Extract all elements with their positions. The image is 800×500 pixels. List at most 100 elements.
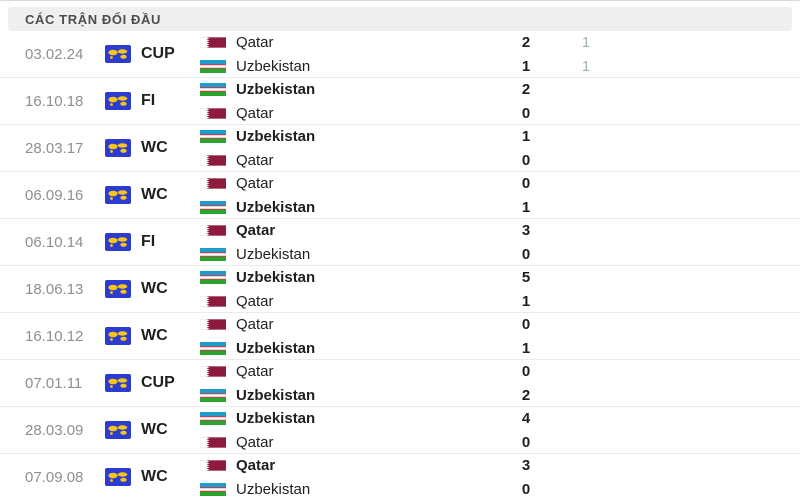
team-name: Uzbekistan	[236, 480, 311, 498]
team-name: Qatar	[236, 33, 274, 51]
match-row[interactable]: 07.01.11 CUP	[0, 360, 800, 407]
match-row[interactable]: 18.06.13 WC	[0, 266, 800, 313]
match-lines: Qatar 0	[200, 172, 800, 219]
team-line: Qatar 0	[200, 149, 800, 172]
team-line: Uzbekistan 2	[200, 384, 800, 407]
match-row[interactable]: 16.10.12 WC	[0, 313, 800, 360]
team-score: 0	[521, 433, 531, 451]
world-map-icon	[105, 468, 131, 486]
team-score: 2	[521, 80, 531, 98]
team-name: Uzbekistan	[236, 386, 316, 404]
world-map-icon	[105, 327, 131, 345]
match-row[interactable]: 07.09.08 WC	[0, 454, 800, 500]
team-flag-icon	[200, 295, 226, 308]
team-line: Qatar 0	[200, 360, 800, 383]
team-flag-icon	[200, 388, 226, 402]
competition-cell: WC	[105, 139, 200, 157]
match-row[interactable]: 28.03.09 WC	[0, 407, 800, 454]
team-flag-icon	[200, 224, 226, 237]
top-divider	[0, 0, 800, 1]
world-map-icon	[105, 139, 131, 157]
team-score: 0	[521, 104, 531, 122]
team-score: 0	[521, 480, 531, 498]
competition-cell: WC	[105, 327, 200, 345]
shootout-score: 1	[581, 33, 591, 51]
world-map-icon	[105, 374, 131, 392]
competition-label: CUP	[141, 45, 175, 62]
team-name: Qatar	[236, 456, 276, 474]
team-name: Uzbekistan	[236, 80, 316, 98]
team-line: Qatar 3	[200, 219, 800, 242]
team-score: 2	[521, 33, 531, 51]
team-flag-icon	[200, 107, 226, 120]
team-flag-icon	[200, 318, 226, 331]
team-line: Qatar 0	[200, 102, 800, 125]
team-score: 1	[521, 127, 531, 145]
competition-cell: WC	[105, 421, 200, 439]
match-row[interactable]: 06.10.14 FI	[0, 219, 800, 266]
competition-label: FI	[141, 92, 156, 109]
match-list: 03.02.24 CUP	[0, 31, 800, 500]
world-map-icon	[105, 233, 131, 251]
team-flag-icon	[200, 36, 226, 49]
head-to-head-widget: CÁC TRẬN ĐỐI ĐẦU 03.02.24 CUP	[0, 7, 800, 500]
team-flag-icon	[200, 341, 226, 355]
match-date: 07.09.08	[25, 468, 84, 486]
competition-label: WC	[141, 327, 168, 344]
team-flag-icon	[200, 411, 226, 425]
team-score: 3	[521, 456, 531, 474]
match-date: 07.01.11	[25, 374, 83, 392]
match-date: 16.10.12	[25, 327, 84, 345]
team-name: Qatar	[236, 221, 276, 239]
competition-cell: FI	[105, 233, 200, 251]
team-line: Uzbekistan 1	[200, 125, 800, 148]
competition-label: WC	[141, 280, 168, 297]
team-flag-icon	[200, 459, 226, 472]
competition-label: WC	[141, 421, 168, 438]
team-flag-icon	[200, 247, 226, 261]
match-row[interactable]: 16.10.18 FI	[0, 78, 800, 125]
competition-cell: FI	[105, 92, 200, 110]
team-flag-icon	[200, 270, 226, 284]
competition-label: FI	[141, 233, 156, 250]
section-header: CÁC TRẬN ĐỐI ĐẦU	[8, 7, 792, 31]
match-lines: Qatar 3	[200, 219, 800, 266]
match-lines: Uzbekistan 4	[200, 407, 800, 454]
team-flag-icon	[200, 482, 226, 496]
match-lines: Qatar 3	[200, 454, 800, 500]
competition-label: WC	[141, 139, 168, 156]
team-score: 1	[521, 292, 531, 310]
team-name: Qatar	[236, 433, 274, 451]
team-flag-icon	[200, 200, 226, 214]
match-lines: Qatar 0	[200, 360, 800, 407]
team-name: Qatar	[236, 151, 274, 169]
world-map-icon	[105, 186, 131, 204]
world-map-icon	[105, 92, 131, 110]
team-flag-icon	[200, 436, 226, 449]
competition-cell: WC	[105, 186, 200, 204]
match-lines: Uzbekistan 2	[200, 78, 800, 125]
team-name: Uzbekistan	[236, 127, 316, 145]
match-lines: Qatar 2 1	[200, 31, 800, 78]
match-lines: Uzbekistan 1	[200, 125, 800, 172]
match-row[interactable]: 06.09.16 WC	[0, 172, 800, 219]
team-score: 5	[521, 268, 531, 286]
match-date: 16.10.18	[25, 92, 84, 110]
team-line: Qatar 2 1	[200, 31, 800, 54]
team-name: Uzbekistan	[236, 409, 316, 427]
team-score: 0	[521, 245, 531, 263]
match-row[interactable]: 28.03.17 WC	[0, 125, 800, 172]
world-map-icon	[105, 45, 131, 63]
team-flag-icon	[200, 82, 226, 96]
team-name: Uzbekistan	[236, 57, 311, 75]
team-line: Uzbekistan 4	[200, 407, 800, 430]
match-date: 28.03.09	[25, 421, 84, 439]
competition-cell: WC	[105, 280, 200, 298]
team-line: Qatar 0	[200, 313, 800, 336]
match-lines: Qatar 0	[200, 313, 800, 360]
match-date: 28.03.17	[25, 139, 84, 157]
team-line: Uzbekistan 5	[200, 266, 800, 289]
team-flag-icon	[200, 177, 226, 190]
match-row[interactable]: 03.02.24 CUP	[0, 31, 800, 78]
team-name: Qatar	[236, 174, 274, 192]
